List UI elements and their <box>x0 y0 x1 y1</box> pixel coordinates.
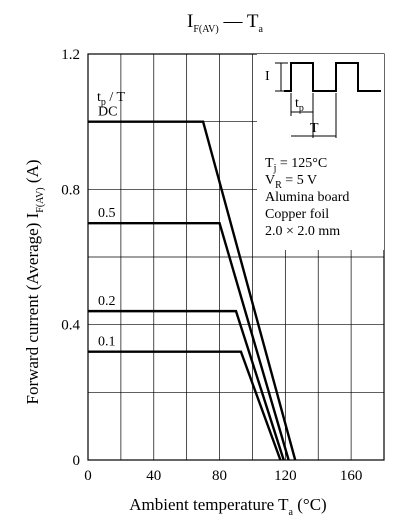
condition-line: VR = 5 V <box>265 173 317 191</box>
series-label-0.5: 0.5 <box>98 206 116 221</box>
x-tick-label: 40 <box>146 468 161 484</box>
condition-line: Alumina board <box>265 190 349 205</box>
x-tick-label: 0 <box>84 468 92 484</box>
legend-header: tp / T <box>97 90 126 108</box>
x-tick-label: 120 <box>274 468 297 484</box>
condition-line: 2.0 × 2.0 mm <box>265 224 340 239</box>
series-line-0.1 <box>88 350 282 461</box>
series-labels: DC 0.5 0.2 0.1 <box>98 105 117 350</box>
axis-ticks: 0 40 80 120 160 0 0.4 0.8 1.2 <box>61 47 362 484</box>
pulse-annotations <box>275 62 337 138</box>
condition-line: Copper foil <box>265 207 329 222</box>
series-label-DC: DC <box>98 105 117 120</box>
x-tick-label: 160 <box>340 468 363 484</box>
plot-frame <box>87 53 385 461</box>
y-axis-title: Forward current (Average) IF(AV) (A) <box>23 159 46 404</box>
y-tick-label: 0.4 <box>61 318 80 334</box>
pulse-width-label: tp <box>295 96 304 114</box>
series-label-0.1: 0.1 <box>98 335 116 350</box>
y-tick-label: 0 <box>73 453 81 469</box>
inset-background <box>257 54 384 250</box>
series-group <box>88 120 297 461</box>
condition-line: Tj = 125°C <box>265 156 327 174</box>
x-axis-title: Ambient temperature Ta (°C) <box>129 495 326 518</box>
x-tick-label: 80 <box>212 468 227 484</box>
pulse-waveform <box>284 62 381 92</box>
chart-title: IF(AV) — Ta <box>187 11 264 35</box>
pulse-waveform-diagram <box>284 62 381 92</box>
series-label-0.2: 0.2 <box>98 294 116 309</box>
series-line-DC <box>88 120 297 461</box>
y-tick-label: 1.2 <box>61 47 80 63</box>
series-line-0.5 <box>88 221 290 461</box>
y-tick-label: 0.8 <box>61 182 80 198</box>
period-label: T <box>310 121 319 136</box>
amplitude-label: I <box>265 69 270 84</box>
series-line-0.2 <box>88 309 285 461</box>
